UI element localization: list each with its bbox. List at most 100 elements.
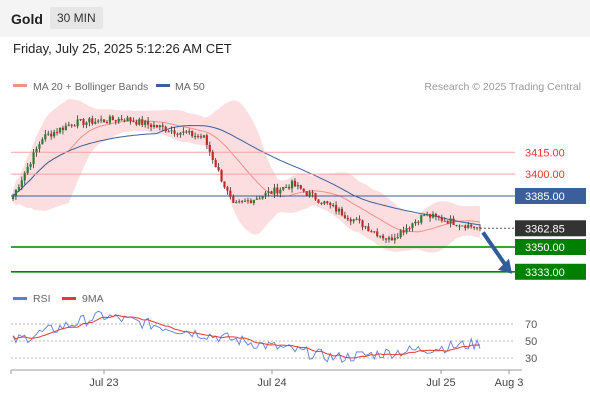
ma20-line xyxy=(12,120,481,233)
candle-body xyxy=(144,120,147,125)
candle-body xyxy=(229,190,232,197)
candle-body xyxy=(232,196,235,203)
candle-body xyxy=(402,230,405,233)
ma50-line xyxy=(12,124,481,226)
candle-body xyxy=(446,220,449,224)
candle-body xyxy=(164,126,167,132)
forecast-arrow-head xyxy=(498,258,512,274)
candle-body xyxy=(76,119,79,127)
candle-body xyxy=(243,200,247,202)
candle-body xyxy=(179,132,182,135)
x-axis: Jul 23 Jul 24 Jul 25 Aug 3 xyxy=(10,369,523,389)
candle-body xyxy=(94,121,97,124)
candle-body xyxy=(141,119,144,125)
watermark: Research © 2025 Trading Central xyxy=(424,81,581,93)
candle-body xyxy=(53,131,56,137)
candle-body xyxy=(370,231,373,233)
ma20-legend-swatch xyxy=(13,84,27,87)
candle-body xyxy=(302,188,305,192)
candle-body xyxy=(167,131,170,133)
candle-body xyxy=(149,124,153,128)
candle-body xyxy=(91,118,94,124)
candle-body xyxy=(120,118,123,121)
rsi-tick: 30 xyxy=(525,353,537,365)
candle-body xyxy=(220,170,223,182)
level-label-3400.00: 3400.00 xyxy=(525,169,565,181)
candle-body xyxy=(478,227,482,229)
candle-body xyxy=(73,125,76,127)
candle-body xyxy=(235,201,238,203)
candle-body xyxy=(431,213,435,218)
candle-body xyxy=(58,127,62,133)
candle-body xyxy=(126,117,129,122)
candle-body xyxy=(337,208,341,212)
candle-body xyxy=(420,215,423,223)
rsi-ma-legend-swatch xyxy=(62,297,76,300)
rsi-line xyxy=(12,310,481,363)
candle-body xyxy=(326,201,329,204)
candle-body xyxy=(223,181,226,188)
candle-body xyxy=(208,144,211,152)
candle-body xyxy=(455,224,458,226)
rsi-legend-label: RSI xyxy=(33,293,51,305)
timeframe-badge[interactable]: 30 MIN xyxy=(50,7,103,29)
candle-body xyxy=(32,152,35,165)
candle-body xyxy=(217,167,220,171)
candle-body xyxy=(443,220,446,222)
candle-body xyxy=(390,237,393,241)
candle-body xyxy=(414,221,417,224)
candle-body xyxy=(202,135,206,138)
candle-body xyxy=(176,133,179,135)
candle-body xyxy=(240,201,244,203)
candle-body xyxy=(261,196,264,199)
main-legend: MA 20 + Bollinger Bands MA 50 Research ©… xyxy=(13,81,581,93)
candle-body xyxy=(105,122,109,124)
datetime-label: Friday, July 25, 2025 5:12:26 AM CET xyxy=(13,41,232,56)
candle-body xyxy=(296,184,299,187)
candle-body xyxy=(132,121,135,123)
candle-body xyxy=(340,208,344,216)
candle-body xyxy=(361,220,364,228)
rsi-ma-line xyxy=(12,314,481,359)
candle-body xyxy=(314,193,317,200)
candle-body xyxy=(317,199,320,203)
moving-averages xyxy=(12,120,481,233)
candle-body xyxy=(334,205,338,212)
candle-body xyxy=(396,237,399,239)
candle-body xyxy=(50,133,53,137)
candle-body xyxy=(405,228,408,233)
candle-body xyxy=(364,226,367,228)
candle-body xyxy=(67,124,70,126)
candle-body xyxy=(290,180,294,189)
candle-body xyxy=(352,219,355,222)
candle-body xyxy=(358,218,361,221)
candle-body xyxy=(173,130,176,134)
candle-body xyxy=(102,119,106,123)
candle-body xyxy=(267,191,270,193)
candle-body xyxy=(381,235,385,239)
candle-body xyxy=(41,139,44,145)
candle-body xyxy=(393,238,396,241)
level-tag-3333.00 xyxy=(515,263,586,280)
candle-body xyxy=(279,189,282,194)
candle-body xyxy=(205,135,208,145)
rsi-tick: 70 xyxy=(525,319,537,331)
candle-body xyxy=(449,218,452,224)
candle-body xyxy=(246,200,250,202)
candle-body xyxy=(384,238,388,240)
candle-body xyxy=(14,189,18,197)
candle-body xyxy=(305,191,308,196)
candle-body xyxy=(249,200,253,204)
candle-body xyxy=(152,125,156,128)
candle-body xyxy=(434,213,438,217)
level-tag-3385.00 xyxy=(515,188,586,204)
candle-body xyxy=(343,215,346,218)
rsi-panel: 70 50 30 xyxy=(11,310,537,365)
level-tag-3350.00 xyxy=(515,239,586,255)
candle-body xyxy=(467,224,470,229)
candle-body xyxy=(282,186,285,190)
candle-body xyxy=(191,130,194,137)
candle-body xyxy=(473,226,476,228)
candle-body xyxy=(264,192,267,197)
